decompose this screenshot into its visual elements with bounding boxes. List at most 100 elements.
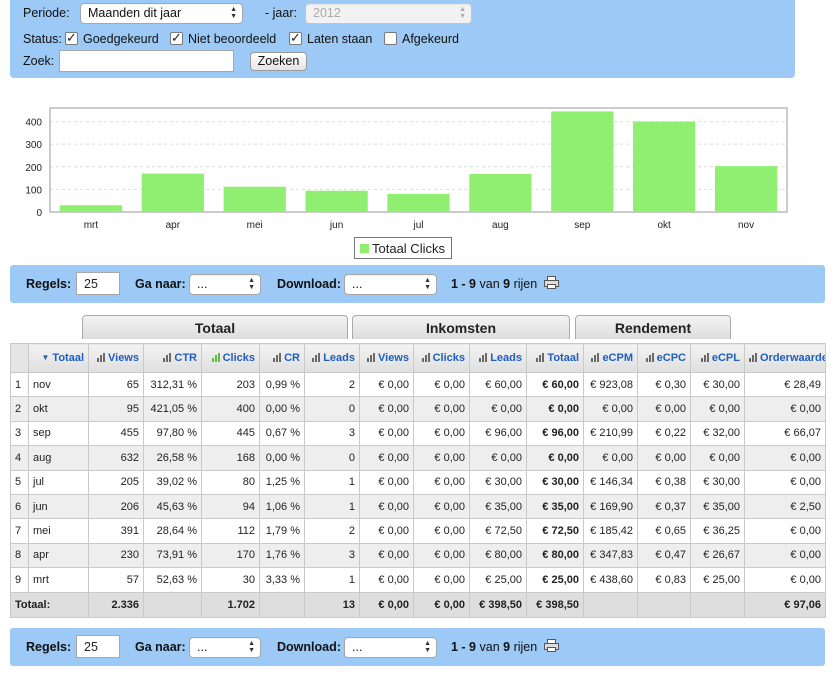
column-header-11[interactable]: eCPM xyxy=(583,343,638,373)
table-row: 8 apr 230 73,91 % 170 1,76 % 3 € 0,00 € 0,00 € 80… xyxy=(10,542,826,569)
regels-input[interactable]: 25 xyxy=(76,272,120,295)
table-cell: € 0,00 xyxy=(744,518,826,544)
select-arrows-icon: ▲ ▼ xyxy=(424,277,431,291)
column-label: CR xyxy=(284,352,300,364)
table-cell: 0 xyxy=(304,445,360,471)
jaar-select[interactable]: 2012 ▲ ▼ xyxy=(305,3,472,24)
table-cell: € 25,00 xyxy=(526,567,584,593)
column-header-12[interactable]: eCPC xyxy=(637,343,691,373)
table-cell: € 72,50 xyxy=(526,518,584,544)
table-footer-row: Totaal: 2.336 1.702 13 € 0,00 € 0,00 € 398,50 €… xyxy=(10,591,826,618)
ganaar-label: Ga naar: xyxy=(135,277,186,291)
checkbox-niet-beoordeeld[interactable] xyxy=(170,30,183,46)
table-cell: € 185,42 xyxy=(583,518,638,544)
column-header-6[interactable]: Leads xyxy=(304,343,360,373)
column-header-7[interactable]: Views xyxy=(359,343,414,373)
table-row: 7 mei 391 28,64 % 112 1,79 % 2 € 0,00 € 0,00 € 72… xyxy=(10,518,826,544)
table-cell: 28,64 % xyxy=(143,518,202,544)
column-header-4[interactable]: Clicks xyxy=(201,343,260,373)
ganaar-select-value: ... xyxy=(197,640,208,654)
y-tick-label: 300 xyxy=(25,140,42,151)
table-cell: 80 xyxy=(201,469,260,495)
table-cell: € 25,00 xyxy=(690,567,745,593)
group-rendement: Rendement xyxy=(575,315,731,339)
table-cell: 205 xyxy=(88,469,144,495)
footer-cell: 13 xyxy=(304,591,360,618)
ganaar-select-value: ... xyxy=(197,277,208,291)
column-header-14[interactable]: Orderwaarde xyxy=(744,343,826,373)
status-laten-staan-label: Laten staan xyxy=(307,32,373,46)
table-cell: 1,76 % xyxy=(259,542,305,569)
table-cell: 1,25 % xyxy=(259,469,305,495)
column-label: Leads xyxy=(323,352,355,364)
ganaar-select[interactable]: ... ▲ ▼ xyxy=(189,637,261,658)
x-tick-label: jun xyxy=(329,220,343,231)
column-header-3[interactable]: CTR xyxy=(143,343,202,373)
print-icon[interactable] xyxy=(544,276,559,289)
table-cell: 0,00 % xyxy=(259,445,305,471)
print-icon[interactable] xyxy=(544,639,559,652)
column-label: eCPL xyxy=(711,352,740,364)
x-tick-label: apr xyxy=(166,220,181,231)
table-cell: € 0,00 xyxy=(359,445,414,471)
table-cell: 0,99 % xyxy=(259,371,305,398)
column-header-2[interactable]: Views xyxy=(88,343,144,373)
table-cell: € 0,00 xyxy=(469,445,527,471)
table-cell: € 0,00 xyxy=(359,420,414,447)
y-tick-label: 0 xyxy=(36,208,42,219)
column-header-8[interactable]: Clicks xyxy=(413,343,470,373)
column-label: eCPC xyxy=(656,352,686,364)
table-cell: € 0,00 xyxy=(413,420,470,447)
table-cell: € 169,90 xyxy=(583,493,638,520)
column-label: Leads xyxy=(490,352,522,364)
table-cell: 0,00 % xyxy=(259,396,305,422)
table-cell: € 0,00 xyxy=(583,396,638,422)
status-niet-beoordeeld-label: Niet beoordeeld xyxy=(188,32,277,46)
ganaar-select[interactable]: ... ▲ ▼ xyxy=(189,274,261,295)
table-cell: € 0,00 xyxy=(359,493,414,520)
search-input[interactable] xyxy=(59,50,234,72)
checkbox-laten-staan[interactable] xyxy=(289,30,302,46)
download-select[interactable]: ... ▲ ▼ xyxy=(344,637,437,658)
table-cell: 1,06 % xyxy=(259,493,305,520)
column-header-9[interactable]: Leads xyxy=(469,343,527,373)
footer-cell xyxy=(637,591,691,618)
y-tick-label: 100 xyxy=(25,185,42,196)
group-inkomsten: Inkomsten xyxy=(352,315,570,339)
column-header-1[interactable]: ▼ Totaal xyxy=(28,343,89,373)
checkbox-goedgekeurd[interactable] xyxy=(65,30,78,46)
zoeken-button[interactable]: Zoeken xyxy=(250,52,307,71)
table-cell: € 0,00 xyxy=(359,396,414,422)
periode-select[interactable]: Maanden dit jaar ▲ ▼ xyxy=(80,3,243,24)
footer-cell: € 0,00 xyxy=(413,591,470,618)
table-cell: 0 xyxy=(304,396,360,422)
row-index: 9 xyxy=(10,567,29,593)
download-label: Download: xyxy=(277,277,341,291)
bars-icon xyxy=(700,353,709,362)
bars-icon xyxy=(536,353,545,362)
column-header-5[interactable]: CR xyxy=(259,343,305,373)
table-cell: 2 xyxy=(304,518,360,544)
column-header-13[interactable]: eCPL xyxy=(690,343,745,373)
rows-range: 1 - 9 xyxy=(451,640,477,654)
table-cell: € 35,00 xyxy=(469,493,527,520)
bar-sep xyxy=(551,111,614,212)
table-cell: 1 xyxy=(304,469,360,495)
table-cell: € 0,00 xyxy=(690,445,745,471)
column-label: eCPM xyxy=(602,352,633,364)
table-header-row: ▼ Totaal Views CTR Clicks CR Leads Views Clicks L… xyxy=(10,343,826,373)
column-header-10[interactable]: Totaal xyxy=(526,343,584,373)
table-row: 9 mrt 57 52,63 % 30 3,33 % 1 € 0,00 € 0,00 € 25,0… xyxy=(10,567,826,593)
table-cell: 39,02 % xyxy=(143,469,202,495)
column-header-0 xyxy=(10,343,29,373)
table-row: 2 okt 95 421,05 % 400 0,00 % 0 € 0,00 € 0,00 € 0,… xyxy=(10,396,826,422)
regels-input[interactable]: 25 xyxy=(76,635,120,658)
download-select[interactable]: ... ▲ ▼ xyxy=(344,274,437,295)
table-cell: 0,67 % xyxy=(259,420,305,447)
chart-svg: 0 100 200 300 400 mrt apr mei jun jul aug sep okt nov xyxy=(25,107,788,231)
footer-cell xyxy=(143,591,202,618)
checkbox-afgekeurd[interactable] xyxy=(384,32,397,45)
x-tick-label: mrt xyxy=(84,220,99,231)
table-cell: € 35,00 xyxy=(690,493,745,520)
rows-info: 1 - 9 van 9 rijen xyxy=(451,277,537,291)
